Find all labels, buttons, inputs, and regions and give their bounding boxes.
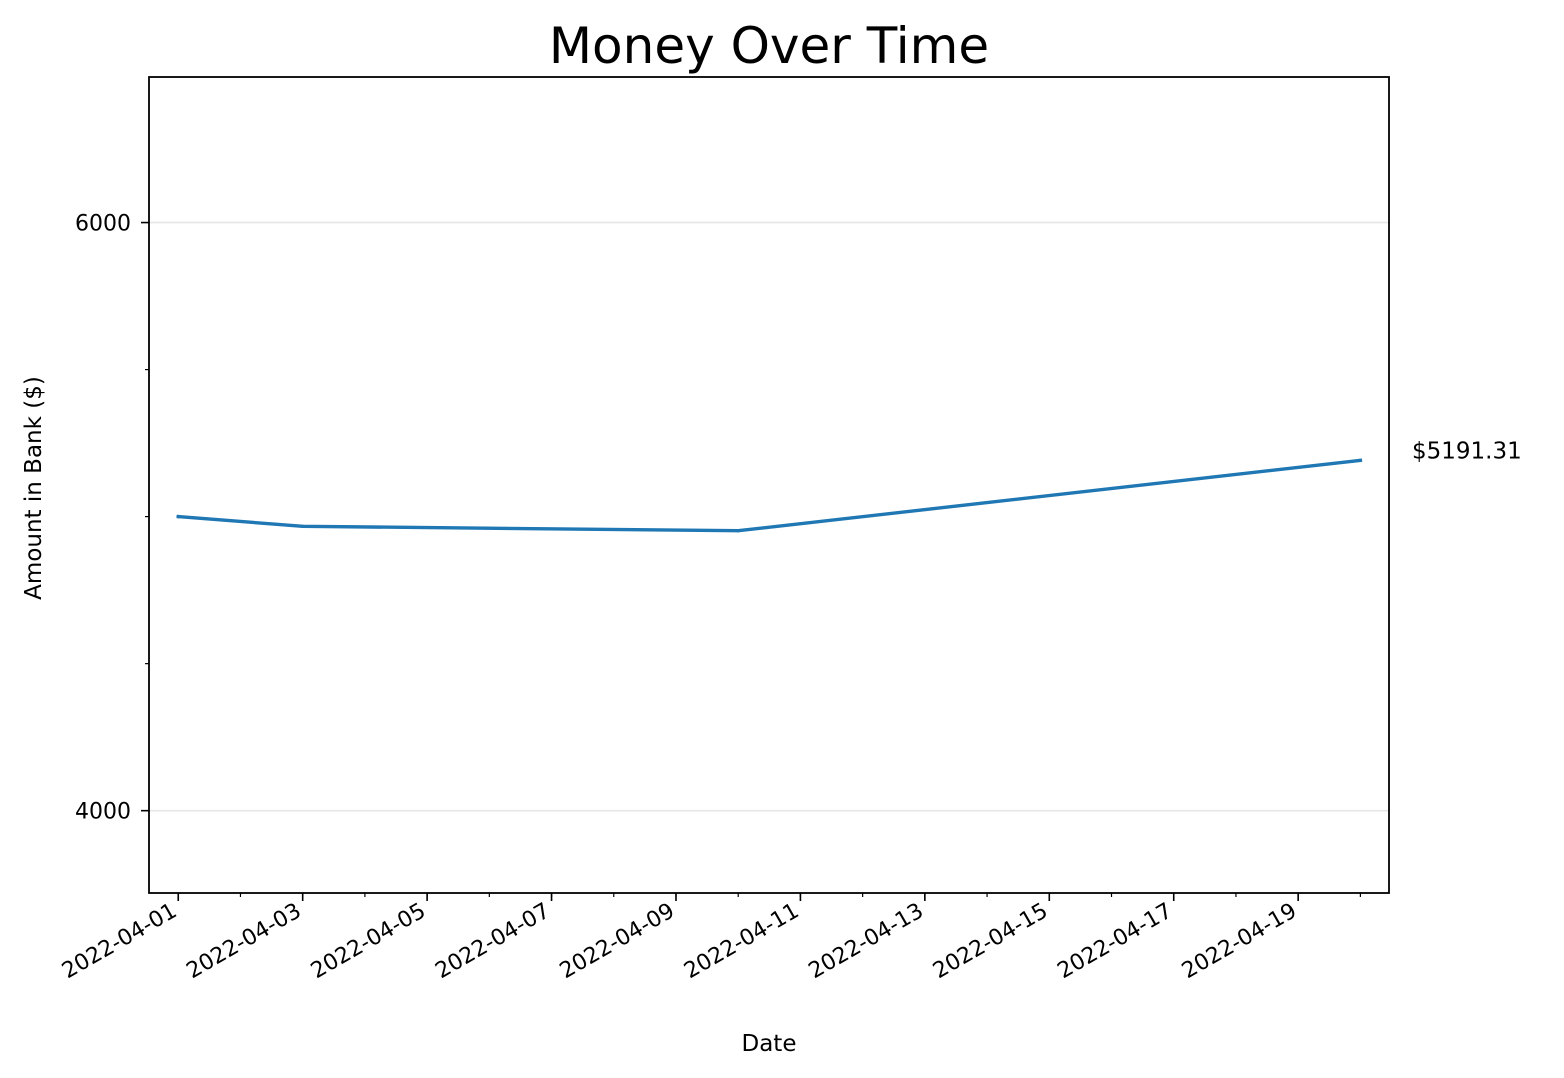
annotations: $5191.31: [1412, 438, 1522, 464]
grid-lines: [149, 221, 1389, 812]
x-tick-label-8: 2022-04-17: [1053, 899, 1176, 985]
y-tick-label-1: 6000: [75, 212, 131, 237]
x-tick-label-3: 2022-04-07: [431, 899, 554, 985]
plot-frame: [148, 76, 1390, 894]
x-tick-label-7: 2022-04-15: [929, 899, 1052, 985]
series-layer: [176, 458, 1363, 533]
x-tick-label-2: 2022-04-05: [307, 899, 430, 985]
data-point-0-2: [736, 529, 740, 533]
x-tick-label-5: 2022-04-11: [680, 899, 803, 985]
annotation-0: $5191.31: [1412, 438, 1522, 464]
series-line-0: [176, 458, 1363, 533]
x-axis-label: Date: [742, 1031, 797, 1057]
x-axis: 2022-04-01 2022-04-03 2022-04-05 2022-04-07…: [58, 893, 1361, 985]
y-axis-label: Amount in Bank ($): [21, 376, 47, 600]
x-tick-label-6: 2022-04-13: [805, 899, 928, 985]
x-tick-label-9: 2022-04-19: [1178, 899, 1301, 985]
x-tick-label-4: 2022-04-09: [556, 899, 679, 985]
chart-title: Money Over Time: [549, 17, 989, 75]
y-axis: 4000 6000: [75, 212, 149, 825]
data-point-0-0: [176, 514, 180, 519]
x-tick-label-1: 2022-04-03: [182, 899, 305, 985]
data-point-0-3: [1358, 458, 1363, 463]
data-point-0-1: [300, 524, 305, 529]
y-tick-label-0: 4000: [75, 800, 131, 825]
x-tick-label-0: 2022-04-01: [58, 899, 181, 985]
